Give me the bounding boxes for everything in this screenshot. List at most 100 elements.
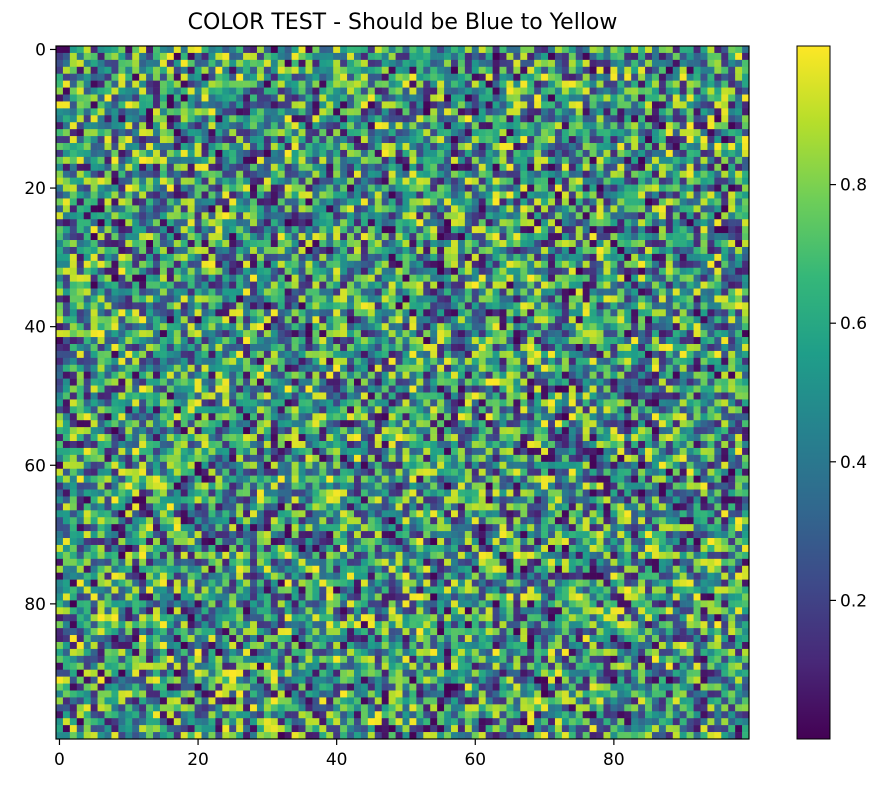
heatmap-cell xyxy=(520,129,528,137)
heatmap-cell xyxy=(485,343,493,352)
heatmap-cell xyxy=(548,122,556,130)
heatmap-cell xyxy=(215,226,223,234)
heatmap-cell xyxy=(388,149,396,158)
heatmap-cell xyxy=(340,316,348,324)
heatmap-cell xyxy=(97,385,105,393)
heatmap-cell xyxy=(277,46,285,54)
heatmap-cell xyxy=(700,87,708,95)
heatmap-cell xyxy=(568,143,577,151)
heatmap-cell xyxy=(471,281,480,289)
heatmap-cell xyxy=(596,87,604,95)
heatmap-cell xyxy=(353,330,362,338)
heatmap-cell xyxy=(173,163,182,172)
heatmap-cell xyxy=(270,73,279,81)
heatmap-cell xyxy=(658,115,667,123)
heatmap-cell xyxy=(568,240,577,248)
heatmap-cell xyxy=(277,343,285,352)
heatmap-cell xyxy=(326,108,334,116)
heatmap-cell xyxy=(374,177,383,185)
heatmap-cell xyxy=(499,46,507,54)
heatmap-cell xyxy=(596,66,604,75)
heatmap-cell xyxy=(437,66,445,75)
heatmap-cell xyxy=(707,253,715,262)
heatmap-cell xyxy=(554,101,563,109)
heatmap-cell xyxy=(243,156,251,165)
heatmap-cell xyxy=(270,80,279,88)
heatmap-cell xyxy=(499,94,507,102)
heatmap-cell xyxy=(229,260,237,269)
heatmap-cell xyxy=(90,385,98,393)
heatmap-cell xyxy=(374,233,383,241)
heatmap-cell xyxy=(707,219,715,227)
heatmap-cell xyxy=(430,219,438,227)
heatmap-cell xyxy=(423,129,431,137)
heatmap-cell xyxy=(658,66,667,75)
heatmap-cell xyxy=(499,385,507,393)
heatmap-cell xyxy=(111,330,119,338)
heatmap-cell xyxy=(319,240,327,248)
heatmap-cell xyxy=(700,177,708,185)
heatmap-cell xyxy=(603,253,611,262)
heatmap-cell xyxy=(97,240,105,248)
heatmap-cell xyxy=(631,323,639,331)
heatmap-cell xyxy=(215,122,223,130)
heatmap-cell xyxy=(610,316,618,324)
heatmap-cell xyxy=(478,337,486,345)
heatmap-cell xyxy=(582,246,590,255)
heatmap-cell xyxy=(561,80,570,88)
heatmap-cell xyxy=(603,364,611,373)
heatmap-cell xyxy=(173,177,182,185)
heatmap-cell xyxy=(353,274,362,282)
heatmap-cell xyxy=(693,212,701,220)
heatmap-cell xyxy=(561,233,570,241)
heatmap-cell xyxy=(263,302,272,310)
heatmap-cell xyxy=(56,330,64,338)
heatmap-cell xyxy=(624,274,632,282)
heatmap-cell xyxy=(506,205,514,213)
heatmap-cell xyxy=(353,156,362,165)
heatmap-cell xyxy=(735,46,743,54)
heatmap-cell xyxy=(305,219,313,227)
heatmap-cell xyxy=(402,226,410,234)
heatmap-cell xyxy=(665,330,674,338)
heatmap-cell xyxy=(69,302,78,310)
heatmap-cell xyxy=(575,59,583,68)
heatmap-cell xyxy=(236,357,244,366)
heatmap-cell xyxy=(693,288,701,296)
heatmap-cell xyxy=(665,219,674,227)
heatmap-cell xyxy=(56,337,64,345)
heatmap-cell xyxy=(665,337,674,345)
heatmap-cell xyxy=(534,94,542,102)
heatmap-cell xyxy=(658,122,667,130)
heatmap-cell xyxy=(76,274,85,282)
heatmap-cell xyxy=(645,330,653,338)
heatmap-cell xyxy=(243,94,251,102)
heatmap-cell xyxy=(180,52,188,61)
heatmap-cell xyxy=(374,337,383,345)
heatmap-cell xyxy=(589,274,597,282)
heatmap-cell xyxy=(554,385,563,393)
heatmap-cell xyxy=(236,177,244,185)
heatmap-cell xyxy=(735,295,743,303)
heatmap-cell xyxy=(485,66,493,75)
heatmap-cell xyxy=(658,309,667,317)
heatmap-cell xyxy=(90,343,98,352)
heatmap-cell xyxy=(69,108,78,116)
heatmap-cell xyxy=(451,233,459,241)
heatmap-cell xyxy=(263,219,272,227)
heatmap-cell xyxy=(298,364,306,373)
heatmap-cell xyxy=(236,219,244,227)
heatmap-cell xyxy=(90,205,98,213)
heatmap-cell xyxy=(575,378,583,386)
heatmap-cell xyxy=(284,350,292,359)
heatmap-cell xyxy=(125,240,133,248)
heatmap-cell xyxy=(423,357,431,366)
heatmap-cell xyxy=(631,246,639,255)
heatmap-cell xyxy=(686,260,694,269)
heatmap-cell xyxy=(62,101,71,109)
heatmap-cell xyxy=(402,309,410,317)
heatmap-cell xyxy=(534,385,542,393)
heatmap-cell xyxy=(548,233,556,241)
heatmap-cell xyxy=(596,115,604,123)
heatmap-cell xyxy=(610,288,618,296)
